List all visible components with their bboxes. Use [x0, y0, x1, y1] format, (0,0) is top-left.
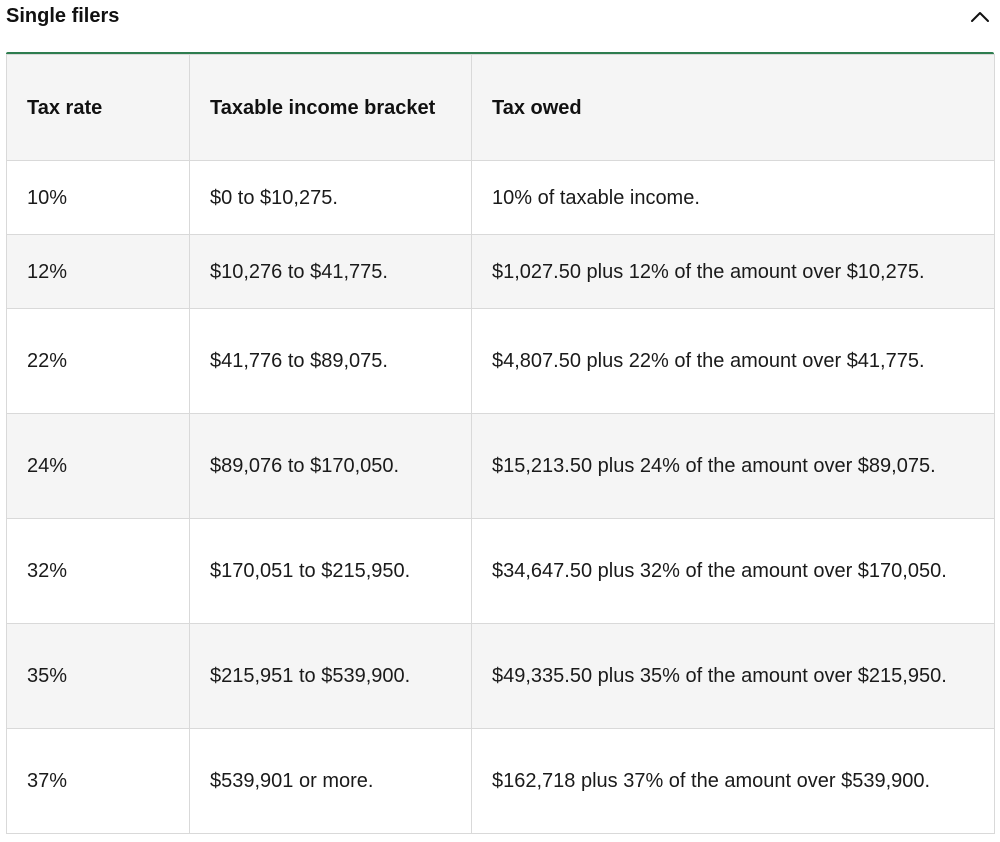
cell-income-bracket: $41,776 to $89,075. [189, 308, 472, 414]
table-row: 32% $170,051 to $215,950. $34,647.50 plu… [6, 518, 995, 624]
accordion-divider [6, 52, 994, 55]
header-taxable-income-bracket: Taxable income bracket [189, 54, 472, 161]
cell-tax-owed: $1,027.50 plus 12% of the amount over $1… [471, 234, 995, 309]
cell-income-bracket: $0 to $10,275. [189, 160, 472, 235]
table-row: 10% $0 to $10,275. 10% of taxable income… [6, 160, 995, 235]
table-row: 35% $215,951 to $539,900. $49,335.50 plu… [6, 623, 995, 729]
tax-bracket-table: Tax rate Taxable income bracket Tax owed… [6, 54, 995, 834]
cell-income-bracket: $89,076 to $170,050. [189, 413, 472, 519]
header-tax-rate: Tax rate [6, 54, 190, 161]
cell-tax-owed: $34,647.50 plus 32% of the amount over $… [471, 518, 995, 624]
cell-income-bracket: $10,276 to $41,775. [189, 234, 472, 309]
cell-income-bracket: $215,951 to $539,900. [189, 623, 472, 729]
cell-tax-rate: 24% [6, 413, 190, 519]
cell-tax-rate: 35% [6, 623, 190, 729]
cell-income-bracket: $170,051 to $215,950. [189, 518, 472, 624]
cell-tax-owed: $49,335.50 plus 35% of the amount over $… [471, 623, 995, 729]
accordion-title: Single filers [6, 5, 120, 27]
table-row: 37% $539,901 or more. $162,718 plus 37% … [6, 728, 995, 834]
table-row: 24% $89,076 to $170,050. $15,213.50 plus… [6, 413, 995, 519]
table-row: 22% $41,776 to $89,075. $4,807.50 plus 2… [6, 308, 995, 414]
cell-tax-rate: 32% [6, 518, 190, 624]
chevron-up-icon[interactable] [968, 6, 992, 26]
cell-income-bracket: $539,901 or more. [189, 728, 472, 834]
accordion-header[interactable]: Single filers [0, 0, 1000, 54]
cell-tax-owed: $4,807.50 plus 22% of the amount over $4… [471, 308, 995, 414]
cell-tax-owed: $15,213.50 plus 24% of the amount over $… [471, 413, 995, 519]
cell-tax-rate: 37% [6, 728, 190, 834]
cell-tax-rate: 10% [6, 160, 190, 235]
cell-tax-rate: 22% [6, 308, 190, 414]
cell-tax-owed: $162,718 plus 37% of the amount over $53… [471, 728, 995, 834]
table-header-row: Tax rate Taxable income bracket Tax owed [6, 54, 995, 161]
tax-bracket-table-container: Tax rate Taxable income bracket Tax owed… [6, 54, 995, 834]
header-tax-owed: Tax owed [471, 54, 995, 161]
table-row: 12% $10,276 to $41,775. $1,027.50 plus 1… [6, 234, 995, 309]
cell-tax-owed: 10% of taxable income. [471, 160, 995, 235]
cell-tax-rate: 12% [6, 234, 190, 309]
